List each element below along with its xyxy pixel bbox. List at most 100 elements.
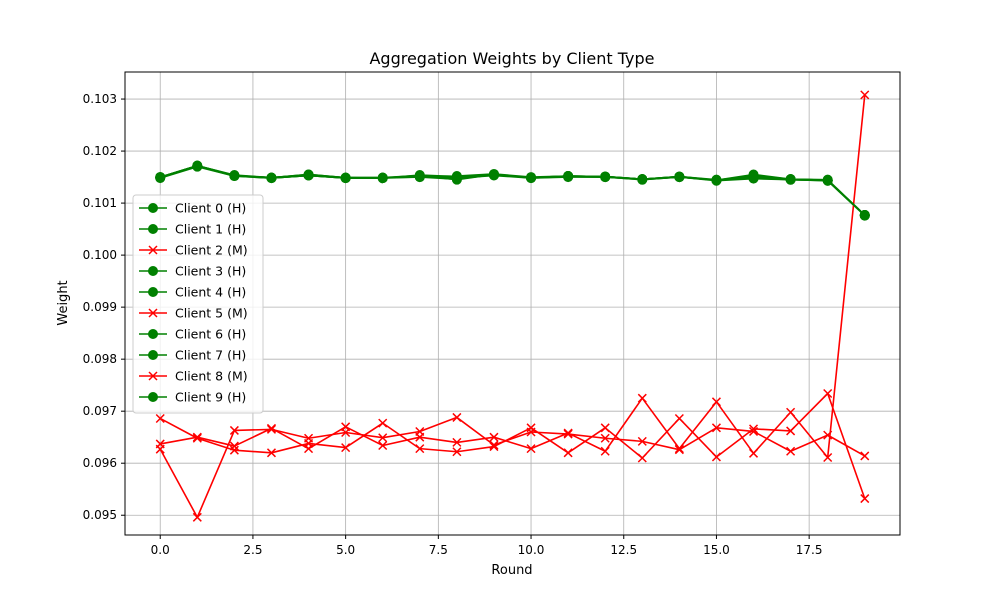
legend-label: Client 8 (M) (175, 369, 248, 384)
series-client-8-point (674, 445, 684, 455)
series-client-5-point (378, 440, 388, 451)
series-client-8-point (229, 425, 239, 435)
legend-swatch-marker (148, 266, 158, 276)
series-client-2 (155, 388, 870, 504)
legend-label: Client 6 (H) (175, 327, 246, 342)
series-client-0-line (159, 165, 866, 217)
y-tick-label: 0.101 (83, 196, 117, 210)
series-client-9-point (748, 170, 759, 181)
legend-item: Client 4 (H) (139, 285, 246, 300)
series-client-9-point (451, 172, 462, 183)
series-client-2-point (600, 423, 610, 433)
legend-swatch-marker (148, 245, 158, 255)
series-client-2-point (415, 444, 425, 454)
series-client-5-point (748, 448, 759, 458)
x-tick-label: 5.0 (336, 543, 355, 557)
series-client-2-point (229, 445, 239, 455)
series-client-6-line (159, 164, 866, 216)
x-tick-label: 2.5 (243, 543, 262, 557)
series-client-9-point (785, 174, 796, 185)
legend-label: Client 4 (H) (175, 285, 246, 300)
series-client-2-point (563, 448, 573, 458)
series-client-8-point (415, 426, 425, 437)
series-client-5-point (526, 444, 536, 454)
series-client-8-point (489, 440, 499, 450)
series-client-9 (155, 160, 870, 221)
series-client-4-line (159, 165, 866, 216)
series-client-5-point (823, 452, 833, 463)
series-client-8-point (452, 412, 462, 422)
legend-item: Client 3 (H) (139, 264, 246, 279)
series-client-5-point (229, 441, 239, 451)
legend-label: Client 9 (H) (175, 390, 246, 405)
series-client-8-point (823, 430, 833, 440)
series-client-9-point (155, 172, 166, 183)
series-client-8-point (155, 444, 165, 454)
y-tick-label: 0.095 (83, 508, 117, 522)
series-client-2-point (266, 448, 277, 458)
series-client-9-line (159, 164, 866, 216)
series-client-2-point (860, 494, 870, 504)
series-client-5-point (711, 397, 721, 407)
series-client-2-point (155, 413, 165, 424)
series-client-9-point (674, 171, 685, 182)
series-client-1-line (159, 164, 866, 216)
legend-label: Client 1 (H) (175, 222, 246, 237)
legend-item: Client 9 (H) (139, 390, 246, 405)
series-client-9-point (414, 170, 425, 181)
series-client-2-point (786, 426, 796, 436)
x-tick-label: 15.0 (703, 543, 730, 557)
series-client-8-line (159, 416, 866, 519)
series-client-5-point (192, 432, 202, 442)
legend-swatch-marker (148, 287, 158, 297)
series-client-5 (155, 90, 870, 463)
series-client-5-point (637, 393, 647, 403)
series-client-5-line (160, 94, 866, 459)
chart-title: Aggregation Weights by Client Type (369, 49, 654, 68)
series-client-8-point (748, 426, 759, 437)
series-client-8-point (860, 451, 870, 461)
series-client-2-point (378, 418, 388, 428)
y-tick-label: 0.097 (83, 404, 117, 418)
legend-label: Client 3 (H) (175, 264, 246, 279)
legend-item: Client 1 (H) (139, 222, 246, 237)
legend-swatch-marker (148, 203, 158, 213)
series-client-8-point (637, 436, 647, 446)
series-client-9-point (563, 171, 574, 182)
x-tick-label: 10.0 (518, 543, 545, 557)
legend-label: Client 5 (M) (175, 306, 248, 321)
series-client-8-point (526, 427, 536, 437)
y-tick-label: 0.102 (83, 144, 117, 158)
series-client-9-point (340, 173, 351, 184)
series-client-5-point (489, 432, 499, 442)
legend-swatch-marker (148, 308, 158, 318)
legend-swatch-marker (148, 371, 158, 381)
series-client-2-point (711, 452, 721, 462)
series-client-9-point (192, 160, 203, 171)
series-client-8-point (192, 512, 202, 522)
legend-item: Client 2 (M) (139, 243, 248, 258)
x-axis-label: Round (491, 563, 532, 578)
ticks: 0.0 2.5 5.0 7.5 10.0 12.5 15.0 17.5 0.095 0.096 0.… (83, 92, 823, 557)
series-client-9-point (822, 175, 833, 186)
y-tick-label: 0.099 (83, 300, 117, 314)
series-client-8-point (786, 446, 796, 456)
series-client-2-point (341, 443, 351, 453)
series-client-5-point (786, 407, 796, 417)
series-client-5-point (452, 437, 462, 447)
legend-label: Client 2 (M) (175, 243, 248, 258)
series-client-2-point (637, 453, 647, 463)
series-client-5-point (600, 446, 610, 456)
series-client-2-point (452, 447, 462, 457)
x-tick-label: 17.5 (796, 543, 823, 557)
y-tick-label: 0.103 (83, 92, 117, 106)
legend: Client 0 (H) Client 1 (H) Client 2 (M) Clie… (132, 194, 264, 414)
plot-frame (124, 71, 901, 536)
series-client-7-line (159, 165, 866, 217)
series-client-8-point (266, 424, 277, 434)
legend-item: Client 8 (M) (139, 369, 248, 384)
series-client-2-line (159, 392, 866, 499)
series-client-9-point (526, 172, 537, 183)
y-axis-label: Weight (56, 280, 71, 325)
